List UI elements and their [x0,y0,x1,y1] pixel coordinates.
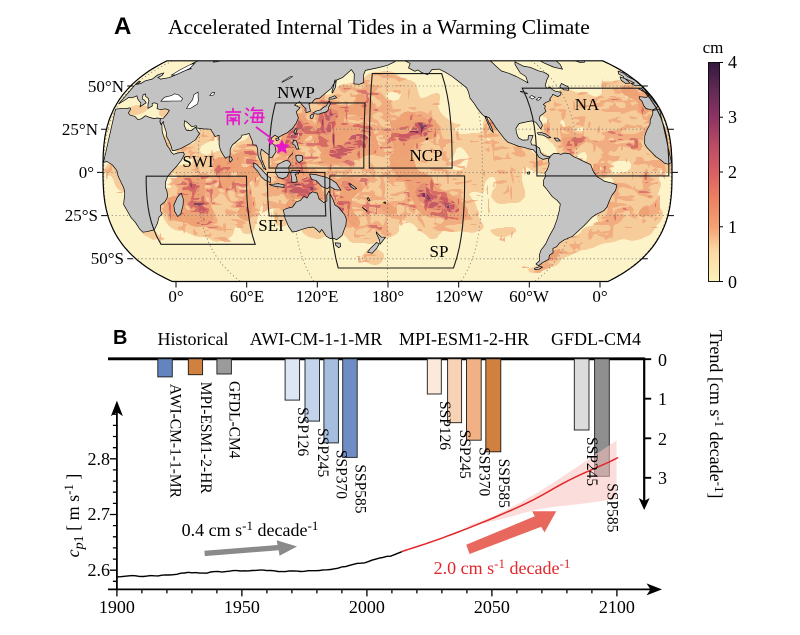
svg-text:4: 4 [728,52,737,72]
svg-text:cm: cm [703,38,724,57]
svg-text:2000: 2000 [349,597,385,617]
svg-text:SSP126: SSP126 [294,407,311,456]
svg-text:25°S: 25°S [65,206,98,225]
svg-text:A: A [114,13,131,40]
svg-text:0°: 0° [79,163,94,182]
svg-text:25°N: 25°N [62,120,98,139]
svg-text:MPI-ESM1-2-HR: MPI-ESM1-2-HR [197,382,214,495]
svg-text:SSP126: SSP126 [436,401,453,450]
svg-text:SSP585: SSP585 [604,483,621,532]
svg-text:Historical: Historical [158,329,229,349]
svg-text:SSP245: SSP245 [583,437,600,486]
svg-text:0°: 0° [168,287,183,306]
svg-text:SSP370: SSP370 [475,447,492,496]
svg-text:SSP370: SSP370 [333,450,350,499]
svg-text:0.4 cm s-1 decade-1: 0.4 cm s-1 decade-1 [182,518,319,540]
svg-text:120°E: 120°E [296,287,339,306]
svg-text:SSP245: SSP245 [314,428,331,477]
svg-text:50°N: 50°N [88,77,124,96]
svg-text:0: 0 [728,272,737,292]
svg-text:Trend [cm s-1 decade-1]: Trend [cm s-1 decade-1] [706,330,727,499]
svg-text:2100: 2100 [599,597,635,617]
svg-text:AWI-CM-1-1-MR: AWI-CM-1-1-MR [250,329,383,349]
svg-text:2.8: 2.8 [88,449,111,469]
svg-text:2: 2 [658,429,667,449]
svg-text:SSP585: SSP585 [495,459,512,508]
svg-text:SSP585: SSP585 [351,464,368,513]
svg-text:0: 0 [658,350,667,370]
svg-text:120°W: 120°W [435,287,484,306]
svg-text:GFDL-CM4: GFDL-CM4 [551,329,641,349]
svg-text:1950: 1950 [224,597,260,617]
svg-text:0°: 0° [592,287,607,306]
svg-text:NA: NA [575,95,600,114]
svg-text:B: B [113,327,127,349]
svg-text:2.0 cm s-1 decade-1: 2.0 cm s-1 decade-1 [434,556,571,578]
svg-text:50°S: 50°S [91,249,124,268]
svg-text:NWP: NWP [277,83,315,102]
svg-text:180°: 180° [372,287,404,306]
svg-text:3: 3 [728,107,737,127]
svg-text:1: 1 [728,217,737,237]
svg-text:SEI: SEI [258,216,284,235]
svg-text:SSP245: SSP245 [456,430,473,479]
svg-text:2.6: 2.6 [88,560,111,580]
svg-text:AWI-CM-1-1-MR: AWI-CM-1-1-MR [167,384,184,499]
svg-text:60°E: 60°E [230,287,264,306]
svg-text:1900: 1900 [99,597,135,617]
svg-text:SWI: SWI [182,152,214,171]
svg-text:Accelerated Internal Tides in: Accelerated Internal Tides in a Warming … [168,15,590,39]
svg-text:2: 2 [728,162,737,182]
svg-text:60°W: 60°W [509,287,550,306]
svg-text:GFDL-CM4: GFDL-CM4 [226,381,243,459]
svg-text:cp1 [ m s-1 ]: cp1 [ m s-1 ] [61,474,87,558]
svg-text:3: 3 [658,468,667,488]
svg-text:SP: SP [430,242,449,261]
svg-text:MPI-ESM1-2-HR: MPI-ESM1-2-HR [399,329,529,349]
svg-text:2050: 2050 [474,597,510,617]
svg-text:1: 1 [658,389,667,409]
svg-text:NCP: NCP [409,146,442,165]
svg-text:2.7: 2.7 [88,504,111,524]
